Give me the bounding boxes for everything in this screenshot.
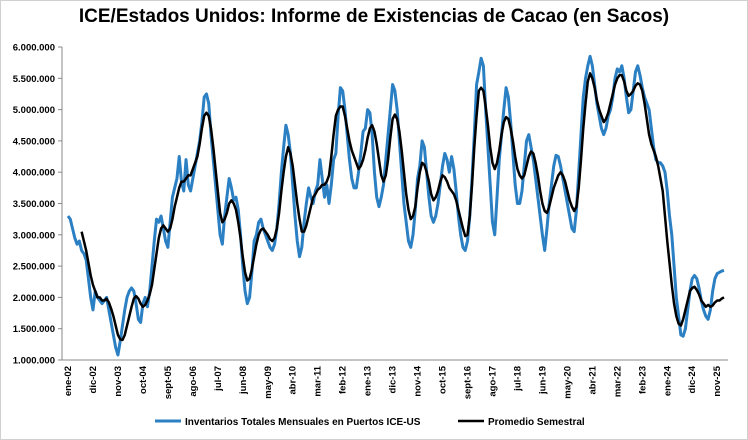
x-tick-label: may-20 [562, 366, 573, 399]
y-tick-label: 1.500.000 [13, 324, 55, 335]
x-tick-label: sept-16 [463, 366, 474, 399]
x-tick-label: abr-21 [587, 365, 598, 394]
x-tick-label: jul-18 [512, 366, 523, 392]
legend-label: Inventarios Totales Mensuales en Puertos… [185, 417, 421, 428]
y-tick-label: 3.000.000 [13, 230, 55, 241]
x-tick-label: ene-24 [662, 365, 673, 396]
x-tick-label: dic-24 [687, 365, 698, 393]
y-tick-label: 2.000.000 [13, 293, 55, 304]
x-tick-label: mar-11 [313, 365, 324, 396]
x-tick-label: nov-25 [712, 365, 723, 396]
legend-label: Promedio Semestral [488, 417, 585, 428]
chart-title: ICE/Estados Unidos: Informe de Existenci… [79, 6, 669, 27]
x-tick-label: feb-23 [637, 366, 648, 394]
x-tick-label: mar-22 [612, 366, 623, 397]
x-tick-label: abr-10 [288, 366, 299, 395]
x-tick-label: ene-13 [363, 366, 374, 396]
y-tick-label: 5.000.000 [13, 105, 55, 116]
x-tick-label: oct-15 [438, 365, 449, 394]
y-tick-label: 5.500.000 [13, 74, 55, 85]
y-tick-label: 4.500.000 [13, 136, 55, 147]
series-line [66, 54, 725, 357]
series-line [80, 72, 725, 342]
x-tick-label: feb-12 [338, 366, 349, 394]
x-tick-label: sept-05 [163, 365, 174, 399]
x-tick-label: may-09 [263, 366, 274, 399]
x-tick-label: dic-02 [88, 366, 99, 393]
x-tick-label: nov-14 [413, 365, 424, 396]
x-tick-label: dic-13 [388, 366, 399, 393]
y-tick-label: 6.000.000 [13, 43, 55, 54]
y-tick-label: 1.000.000 [13, 356, 55, 367]
x-tick-label: jul-07 [213, 366, 224, 392]
y-tick-label: 4.000.000 [13, 168, 55, 179]
x-tick-label: oct-04 [138, 365, 149, 394]
x-tick-label: nov-03 [113, 366, 124, 397]
y-tick-label: 2.500.000 [13, 262, 55, 273]
x-tick-label: ene-02 [63, 366, 74, 396]
x-tick-label: ago-06 [188, 366, 199, 397]
x-tick-label: ago-17 [487, 366, 498, 397]
x-tick-label: jun-08 [238, 366, 249, 395]
y-tick-label: 3.500.000 [13, 199, 55, 210]
x-tick-label: jun-19 [537, 366, 548, 395]
